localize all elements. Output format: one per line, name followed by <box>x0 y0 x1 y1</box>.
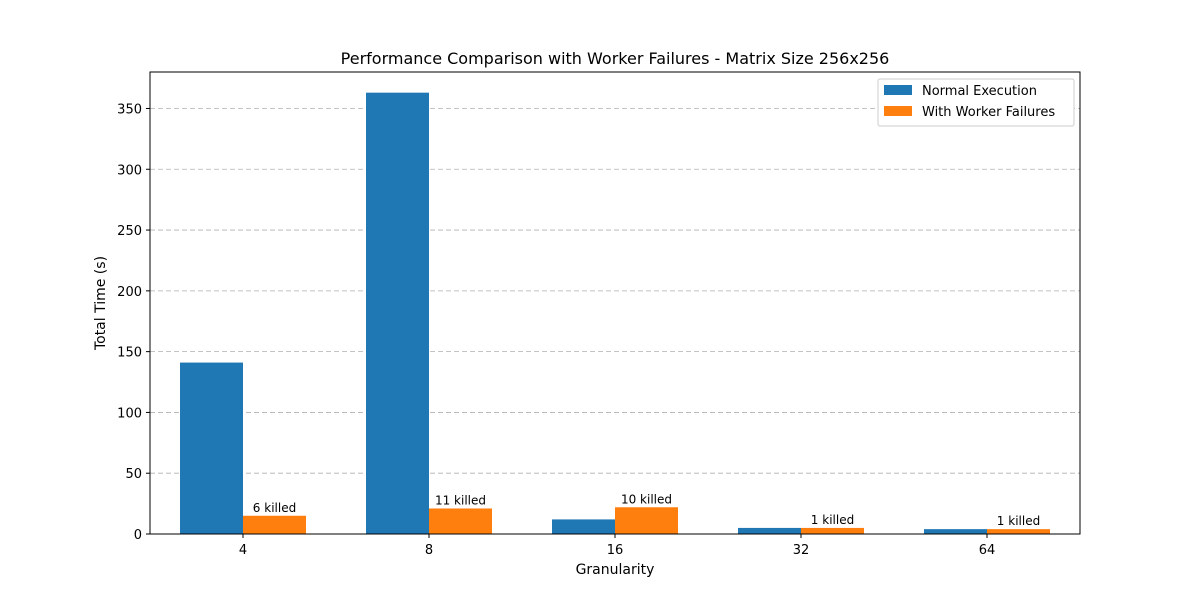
chart-title: Performance Comparison with Worker Failu… <box>341 49 890 68</box>
bar-with-worker-failures <box>615 507 678 534</box>
legend-swatch-normal <box>884 85 912 95</box>
killed-annotation: 1 killed <box>811 513 854 527</box>
bar-normal-execution <box>924 529 987 534</box>
y-tick-label: 250 <box>117 224 142 239</box>
annotation-layer: 6 killed 11 killed 10 killed 1 killed 1 kill… <box>253 492 1040 528</box>
killed-annotation: 10 killed <box>621 492 672 506</box>
bar-normal-execution <box>552 519 615 534</box>
y-axis-label: Total Time (s) <box>93 256 109 351</box>
bars-layer <box>180 92 1050 534</box>
legend-swatch-failures <box>884 106 912 116</box>
x-axis-label: Granularity <box>576 562 655 578</box>
legend-label-normal: Normal Execution <box>922 84 1037 99</box>
y-tick-label: 200 <box>117 285 142 300</box>
y-axis: 0 50 100 150 200 250 300 350 <box>117 102 150 543</box>
y-tick-label: 300 <box>117 163 142 178</box>
y-tick-label: 100 <box>117 406 142 421</box>
y-tick-label: 350 <box>117 102 142 117</box>
bar-with-worker-failures <box>987 529 1050 534</box>
x-tick-label: 32 <box>793 543 810 558</box>
bar-normal-execution <box>180 362 243 534</box>
x-tick-label: 8 <box>425 543 433 558</box>
bar-with-worker-failures <box>243 515 306 534</box>
legend: Normal Execution With Worker Failures <box>877 78 1075 127</box>
x-tick-label: 64 <box>979 543 996 558</box>
legend-box <box>877 78 1075 127</box>
bar-normal-execution <box>738 527 801 534</box>
x-tick-label: 4 <box>239 543 247 558</box>
y-tick-label: 50 <box>125 467 142 482</box>
y-tick-label: 0 <box>134 528 142 543</box>
killed-annotation: 11 killed <box>435 493 486 507</box>
y-tick-label: 150 <box>117 346 142 361</box>
bar-normal-execution <box>366 92 429 534</box>
killed-annotation: 1 killed <box>997 514 1040 528</box>
killed-annotation: 6 killed <box>253 501 296 515</box>
grid-layer <box>150 108 1080 474</box>
bar-with-worker-failures <box>801 527 864 534</box>
x-tick-label: 16 <box>607 543 624 558</box>
plot-frame <box>149 71 1081 535</box>
bar-with-worker-failures <box>429 508 492 534</box>
legend-label-failures: With Worker Failures <box>922 105 1055 120</box>
x-axis: 4 8 16 32 64 <box>239 534 995 558</box>
